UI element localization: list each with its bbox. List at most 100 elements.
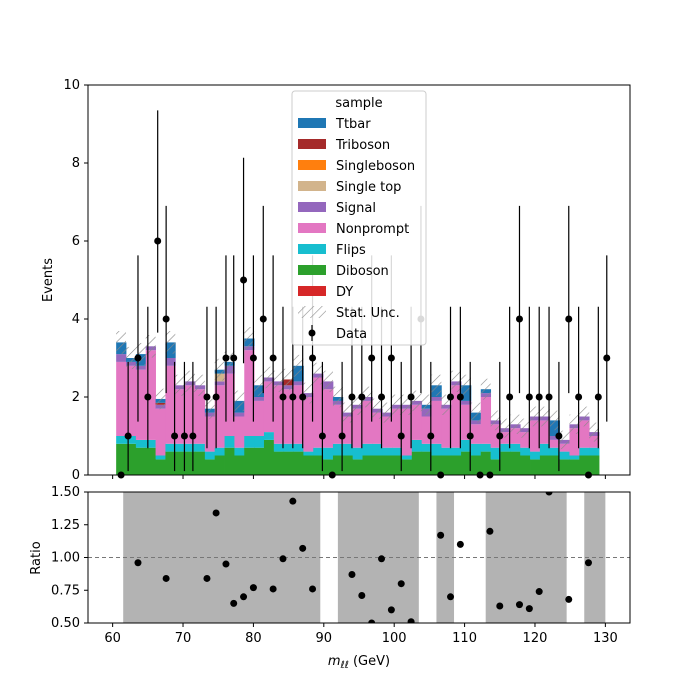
ratio-x-ticks: 60 70 80 90 100 110 120 130 bbox=[104, 623, 618, 646]
x-axis-label: mℓℓ (GeV) bbox=[328, 654, 390, 671]
ratio-point-30 bbox=[584, 559, 592, 567]
bar-diboson-33 bbox=[441, 455, 452, 475]
data-point-36 bbox=[466, 432, 474, 440]
stat-unc-band-41 bbox=[520, 418, 531, 438]
data-point-49 bbox=[594, 393, 602, 401]
data-point-4 bbox=[154, 237, 162, 245]
bar-flips-43 bbox=[539, 443, 551, 456]
stat-unc-band-11 bbox=[224, 350, 235, 373]
data-point-1 bbox=[124, 432, 132, 440]
bar-diboson-23 bbox=[342, 455, 354, 475]
x-tick-label-0: 60 bbox=[104, 631, 121, 646]
bar-diboson-43 bbox=[539, 455, 551, 475]
bar-diboson-22 bbox=[332, 455, 344, 475]
data-point-3 bbox=[144, 393, 152, 401]
bar-signal-44 bbox=[549, 436, 561, 440]
bar-flips-19 bbox=[303, 451, 314, 456]
ratio-point-28 bbox=[545, 492, 553, 496]
data-point-29 bbox=[397, 432, 405, 440]
bar-signal-32 bbox=[431, 397, 442, 401]
x-tick-label-4: 100 bbox=[382, 631, 407, 646]
stat-unc-band-47 bbox=[579, 406, 590, 427]
bar-flips-41 bbox=[520, 447, 531, 456]
bar-diboson-13 bbox=[244, 447, 255, 475]
stat-unc-band-31 bbox=[421, 394, 432, 415]
top-y-ticks: 0 2 4 6 8 10 bbox=[63, 78, 88, 483]
data-point-30 bbox=[407, 393, 415, 401]
bar-nonprompt-25 bbox=[362, 400, 373, 444]
stat-unc-band-35 bbox=[461, 374, 471, 396]
data-point-24 bbox=[348, 393, 356, 401]
legend-swatch-data bbox=[308, 329, 316, 337]
bar-signal-12 bbox=[234, 412, 245, 417]
data-point-44 bbox=[545, 393, 553, 401]
data-points bbox=[117, 110, 611, 479]
legend-label-nonprompt: Nonprompt bbox=[336, 222, 409, 237]
bar-nonprompt-4 bbox=[155, 408, 166, 456]
ratio-point-6 bbox=[240, 593, 248, 601]
stat-unc-band-40 bbox=[510, 414, 521, 434]
ratio-point-20 bbox=[437, 531, 445, 539]
ratio-y-tick-label-2: 1.00 bbox=[51, 551, 80, 566]
ratio-y-tick-label-0: 0.50 bbox=[51, 616, 80, 631]
stat-unc-band-14 bbox=[254, 374, 264, 396]
stat-unc-band-36 bbox=[470, 402, 481, 423]
bar-diboson-46 bbox=[569, 459, 580, 475]
bar-nonprompt-27 bbox=[382, 416, 393, 448]
stat-unc-band-45 bbox=[559, 430, 570, 450]
bar-diboson-38 bbox=[490, 459, 501, 475]
bar-nonprompt-19 bbox=[303, 397, 314, 452]
legend-swatch-signal bbox=[298, 202, 326, 212]
stat-unc-band-42 bbox=[530, 406, 540, 427]
ratio-y-ticks: 0.50 0.75 1.00 1.25 1.50 bbox=[51, 485, 88, 631]
legend-box bbox=[291, 90, 427, 346]
bar-nonprompt-0 bbox=[116, 361, 127, 436]
bar-nonprompt-11 bbox=[224, 373, 235, 436]
bar-flips-35 bbox=[461, 439, 472, 452]
data-point-21 bbox=[318, 432, 326, 440]
ratio-point-3 bbox=[212, 509, 220, 517]
data-point-11 bbox=[222, 354, 230, 362]
bar-nonprompt-39 bbox=[500, 432, 511, 444]
ratio-point-15 bbox=[368, 619, 376, 623]
stat-unc-band-30 bbox=[411, 390, 422, 412]
data-point-15 bbox=[259, 315, 267, 323]
ratio-point-13 bbox=[348, 571, 356, 579]
bar-signal-35 bbox=[461, 400, 472, 405]
bar-signal-18 bbox=[293, 381, 304, 386]
ratio-point-7 bbox=[249, 584, 257, 592]
legend-swatch-triboson bbox=[298, 139, 326, 149]
stat-unc-band-10 bbox=[214, 358, 225, 381]
data-point-26 bbox=[368, 354, 376, 362]
data-point-20 bbox=[309, 354, 317, 362]
stat-unc-band-4 bbox=[155, 388, 166, 410]
bar-nonprompt-26 bbox=[372, 412, 383, 444]
data-point-25 bbox=[358, 393, 366, 401]
stat-unc-band-12 bbox=[234, 390, 245, 412]
ratio-point-2 bbox=[203, 574, 211, 582]
bar-nonprompt-17 bbox=[283, 389, 294, 444]
bar-diboson-7 bbox=[185, 451, 196, 475]
stat-unc-band-24 bbox=[352, 394, 363, 415]
bar-diboson-0 bbox=[116, 443, 127, 475]
ratio-point-24 bbox=[496, 602, 504, 610]
bar-flips-36 bbox=[470, 443, 482, 456]
legend-swatch-ttbar bbox=[298, 118, 326, 128]
data-point-18 bbox=[289, 393, 297, 401]
bar-nonprompt-14 bbox=[254, 400, 265, 436]
stat-unc-band-17 bbox=[283, 368, 294, 391]
stat-unc-band-0 bbox=[116, 331, 127, 354]
data-point-41 bbox=[515, 315, 523, 323]
legend: sample Ttbar Triboson Singleboson Single top… bbox=[291, 90, 427, 346]
bar-flips-10 bbox=[214, 447, 225, 456]
ratio-point-25 bbox=[515, 601, 523, 609]
bar-nonprompt-20 bbox=[313, 377, 324, 448]
data-point-42 bbox=[525, 393, 533, 401]
bar-nonprompt-18 bbox=[293, 385, 304, 444]
bar-diboson-28 bbox=[392, 455, 403, 475]
bar-nonprompt-5 bbox=[165, 365, 176, 444]
bar-diboson-25 bbox=[362, 455, 373, 475]
data-point-6 bbox=[171, 432, 179, 440]
data-point-40 bbox=[506, 393, 514, 401]
bar-nonprompt-42 bbox=[530, 420, 541, 452]
